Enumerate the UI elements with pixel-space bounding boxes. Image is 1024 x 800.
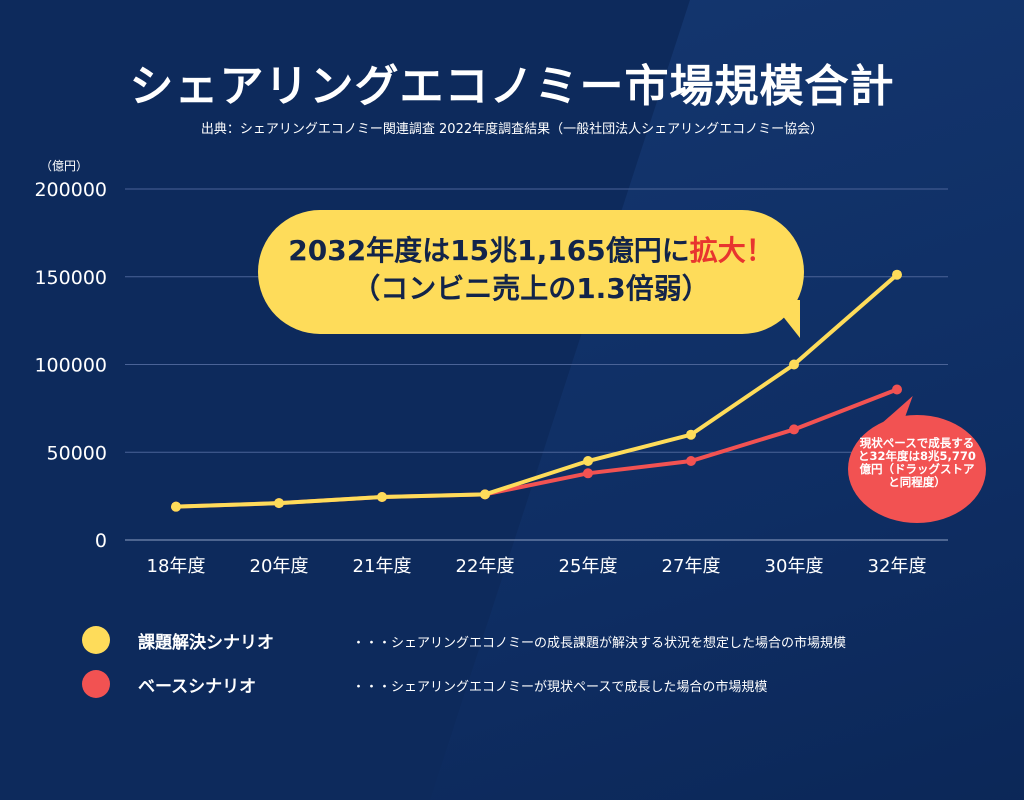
legend-dot-yellow: [82, 626, 110, 654]
series-line: [175, 387, 898, 509]
x-tick-label: 25年度: [559, 556, 618, 577]
y-tick-label: 100000: [34, 355, 107, 377]
x-tick-label: 27年度: [662, 556, 721, 577]
legend-item-solution: 課題解決シナリオ: [82, 626, 274, 654]
data-point: [171, 501, 181, 512]
legend-label: ベースシナリオ: [138, 676, 257, 697]
x-tick-label: 18年度: [147, 556, 206, 577]
x-tick-label: 32年度: [868, 556, 927, 577]
x-tick-label: 22年度: [456, 556, 515, 577]
line-chart: 0 50000 100000 150000 200000 18年度 20年度 21年度 22年度…: [34, 179, 948, 577]
data-point: [583, 468, 593, 479]
legend-desc: ・・・シェアリングエコノミーの成長課題が解決する状況を想定した場合の市場規模: [352, 636, 847, 651]
legend-item-base: ベースシナリオ: [82, 670, 256, 698]
data-point: [583, 456, 593, 467]
data-point: [686, 456, 696, 467]
y-tick-label: 50000: [47, 442, 107, 464]
source-note: 出典：シェアリングエコノミー関連調査 2022年度調査結果（一般社団法人シェアリ…: [200, 122, 824, 137]
callout-subtext: （コンビニ売上の1.3倍弱）: [352, 272, 710, 305]
y-axis-unit: （億円）: [40, 159, 89, 173]
x-tick-label: 20年度: [250, 556, 309, 577]
data-point: [377, 492, 387, 503]
y-tick-label: 0: [95, 530, 107, 552]
data-point: [892, 384, 902, 395]
page-title: シェアリングエコノミー市場規模合計: [129, 61, 895, 112]
series-line: [175, 273, 899, 509]
data-point: [274, 498, 284, 509]
x-tick-label: 21年度: [353, 556, 412, 577]
y-tick-label: 150000: [34, 267, 107, 289]
y-tick-label: 200000: [34, 179, 107, 201]
callout-bubble: 2032年度は15兆1,165億円に拡大！ （コンビニ売上の1.3倍弱）: [258, 210, 804, 334]
red-callout-bubble: 現状ペースで成長すると32年度は8兆5,770億円（ドラッグストアと同程度）: [848, 415, 986, 523]
data-point: [789, 359, 799, 370]
legend-desc: ・・・シェアリングエコノミーが現状ペースで成長した場合の市場規模: [352, 680, 768, 695]
callout-text: 2032年度は15兆1,165億円に: [288, 234, 690, 267]
data-point: [480, 489, 490, 500]
callout-highlight: 拡大！: [689, 234, 774, 267]
data-point: [892, 269, 902, 280]
legend-label: 課題解決シナリオ: [138, 632, 274, 653]
data-point: [789, 424, 799, 435]
data-point: [686, 429, 696, 440]
x-tick-label: 30年度: [765, 556, 824, 577]
legend-dot-red: [82, 670, 110, 698]
